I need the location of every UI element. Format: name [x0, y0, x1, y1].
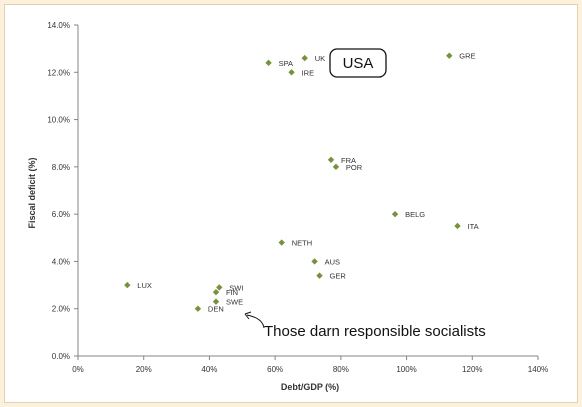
y-axis-title: Fiscal deficit (%) — [27, 157, 37, 228]
x-tick-label: 0% — [72, 365, 84, 374]
point-fra — [327, 156, 335, 163]
y-tick-label: 10.0% — [47, 116, 70, 125]
socialists-annotation: Those darn responsible socialists — [264, 323, 486, 340]
x-tick-label: 40% — [201, 365, 217, 374]
x-tick-label: 60% — [267, 365, 283, 374]
point-ger — [316, 272, 323, 279]
x-axis-title: Debt/GDP (%) — [281, 382, 339, 392]
point-label-gre: GRE — [459, 52, 475, 61]
point-label-por: POR — [346, 163, 363, 172]
point-den — [194, 305, 202, 312]
point-aus — [311, 258, 318, 265]
point-belg — [391, 210, 399, 218]
point-label-den: DEN — [208, 305, 224, 314]
x-tick-label: 20% — [136, 365, 152, 374]
point-spa — [265, 59, 272, 67]
point-gre — [446, 52, 453, 59]
annotation-arrowhead — [244, 311, 252, 320]
usa-annotation-box — [329, 48, 387, 78]
x-tick-label: 100% — [396, 365, 416, 374]
point-ire — [288, 69, 295, 76]
y-tick-label: 0.0% — [52, 352, 70, 361]
y-tick-label: 14.0% — [47, 21, 70, 30]
point-label-swi: SWI — [229, 283, 243, 292]
point-fin — [212, 288, 220, 296]
point-label-belg: BELG — [405, 210, 425, 219]
point-por — [332, 163, 340, 171]
point-label-ita: ITA — [468, 222, 479, 231]
x-tick-label: 120% — [462, 365, 482, 374]
point-ita — [454, 222, 461, 230]
usa-annotation: USA — [343, 55, 374, 72]
chart-frame: 0% 20% 40% 60% 80% 100% 120% 140% 0.0% 2.0% 4.0% 6.… — [4, 4, 578, 403]
point-label-neth: NETH — [292, 239, 312, 248]
point-label-aus: AUS — [325, 257, 340, 266]
point-lux — [124, 281, 131, 289]
annotation-arrow — [246, 314, 265, 329]
point-label-lux: LUX — [137, 281, 152, 290]
y-tick-label: 6.0% — [52, 210, 70, 219]
point-neth — [278, 239, 285, 246]
point-label-ire: IRE — [302, 68, 315, 77]
point-label-spa: SPA — [279, 59, 293, 68]
point-label-fra: FRA — [341, 156, 356, 165]
y-tick-label: 2.0% — [52, 305, 70, 314]
x-tick-label: 140% — [528, 365, 548, 374]
y-tick-label: 12.0% — [47, 68, 70, 77]
point-swi — [216, 284, 223, 291]
point-label-fin: FIN — [226, 288, 238, 297]
point-label-ger: GER — [330, 272, 347, 281]
y-tick-label: 4.0% — [52, 257, 70, 266]
point-label-swe: SWE — [226, 298, 243, 307]
point-label-uk: UK — [315, 54, 325, 63]
y-tick-label: 8.0% — [52, 163, 70, 172]
point-swe — [212, 298, 220, 305]
scatter-chart: 0% 20% 40% 60% 80% 100% 120% 140% 0.0% 2.0% 4.0% 6.… — [27, 21, 548, 392]
point-uk — [301, 54, 308, 62]
x-tick-label: 80% — [333, 365, 349, 374]
